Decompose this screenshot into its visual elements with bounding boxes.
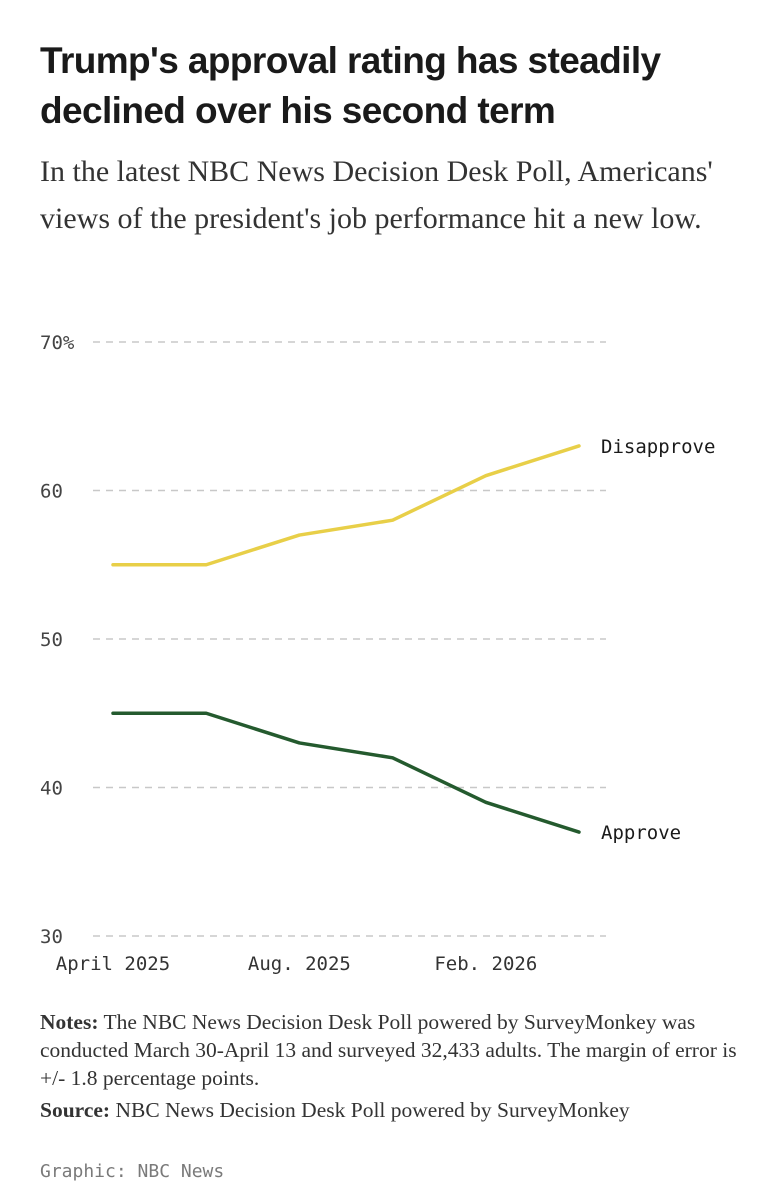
source-text: NBC News Decision Desk Poll powered by S… bbox=[110, 1098, 630, 1122]
gridlines bbox=[93, 341, 606, 937]
y-tick-label-40: 40 bbox=[40, 778, 63, 800]
x-axis-tick-labels: April 2025 Aug. 2025 Feb. 2026 bbox=[56, 953, 537, 975]
y-axis-tick-labels: 70% 60 50 40 30 bbox=[40, 332, 75, 948]
y-tick-label-30: 30 bbox=[40, 926, 63, 948]
chart-source: Source: NBC News Decision Desk Poll powe… bbox=[40, 1096, 760, 1124]
x-tick-label-0: April 2025 bbox=[56, 953, 170, 975]
x-tick-label-1: Aug. 2025 bbox=[248, 953, 351, 975]
y-tick-label-60: 60 bbox=[40, 481, 63, 503]
chart-subtitle: In the latest NBC News Decision Desk Pol… bbox=[40, 155, 713, 235]
source-label: Source: bbox=[40, 1098, 111, 1122]
x-tick-label-2: Feb. 2026 bbox=[434, 953, 537, 975]
notes-text: The NBC News Decision Desk Poll powered … bbox=[40, 1010, 737, 1090]
chart-notes: Notes: The NBC News Decision Desk Poll p… bbox=[40, 1008, 760, 1092]
disapprove-series-label: Disapprove bbox=[601, 436, 715, 458]
notes-label: Notes: bbox=[40, 1010, 99, 1034]
disapprove-line bbox=[111, 444, 581, 567]
y-tick-label-50: 50 bbox=[40, 629, 63, 651]
graphic-credit: Graphic: NBC News bbox=[40, 1161, 225, 1182]
y-tick-label-70: 70% bbox=[40, 332, 75, 354]
approve-line bbox=[111, 711, 581, 834]
approve-series-label: Approve bbox=[601, 822, 681, 844]
approval-line-chart: 70% 60 50 40 30 April 2025 Aug. 2025 Feb. 2026… bbox=[40, 332, 715, 975]
chart-title: Trump's approval rating has steadily dec… bbox=[40, 40, 661, 131]
series-lines bbox=[111, 444, 581, 834]
series-labels: Disapprove Approve bbox=[601, 436, 715, 844]
